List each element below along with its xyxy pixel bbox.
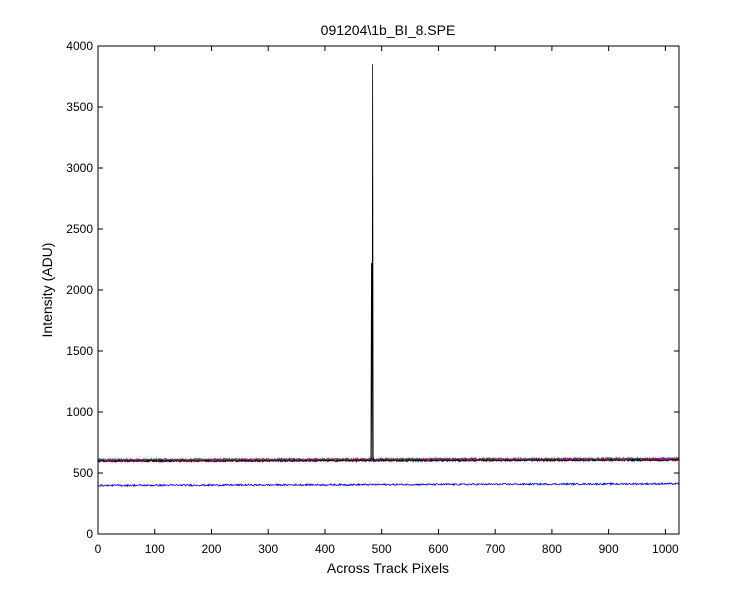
x-tick-label: 1000 bbox=[652, 542, 679, 556]
y-tick-label: 3500 bbox=[66, 100, 93, 114]
x-tick-label: 300 bbox=[258, 542, 278, 556]
x-tick-label: 400 bbox=[315, 542, 335, 556]
y-axis: 0 500 1000 1500 2000 2500 3000 3500 4000 bbox=[66, 39, 679, 541]
x-tick-label: 0 bbox=[95, 542, 102, 556]
series-line-4 bbox=[97, 456, 680, 463]
x-axis: 0 100 200 300 400 500 600 700 800 900 1000 bbox=[95, 46, 679, 556]
series-line-5 bbox=[97, 64, 680, 464]
x-tick-label: 100 bbox=[145, 542, 165, 556]
x-tick-label: 200 bbox=[201, 542, 221, 556]
y-tick-label: 2500 bbox=[66, 222, 93, 236]
y-tick-label: 4000 bbox=[66, 39, 93, 53]
y-tick-label: 1000 bbox=[66, 405, 93, 419]
series-line-6 bbox=[97, 481, 680, 488]
series-layer bbox=[97, 64, 680, 488]
x-tick-label: 500 bbox=[372, 542, 392, 556]
y-tick-label: 500 bbox=[73, 466, 93, 480]
y-axis-label: Intensity (ADU) bbox=[39, 243, 55, 338]
y-tick-label: 3000 bbox=[66, 161, 93, 175]
x-tick-label: 600 bbox=[428, 542, 448, 556]
x-tick-label: 900 bbox=[599, 542, 619, 556]
x-tick-label: 700 bbox=[485, 542, 505, 556]
x-axis-label: Across Track Pixels bbox=[327, 560, 449, 576]
y-tick-label: 0 bbox=[86, 527, 93, 541]
y-tick-label: 1500 bbox=[66, 344, 93, 358]
y-tick-label: 2000 bbox=[66, 283, 93, 297]
chart-title: 091204\1b_BI_8.SPE bbox=[321, 22, 456, 38]
plot-area bbox=[98, 46, 679, 534]
x-tick-label: 800 bbox=[542, 542, 562, 556]
